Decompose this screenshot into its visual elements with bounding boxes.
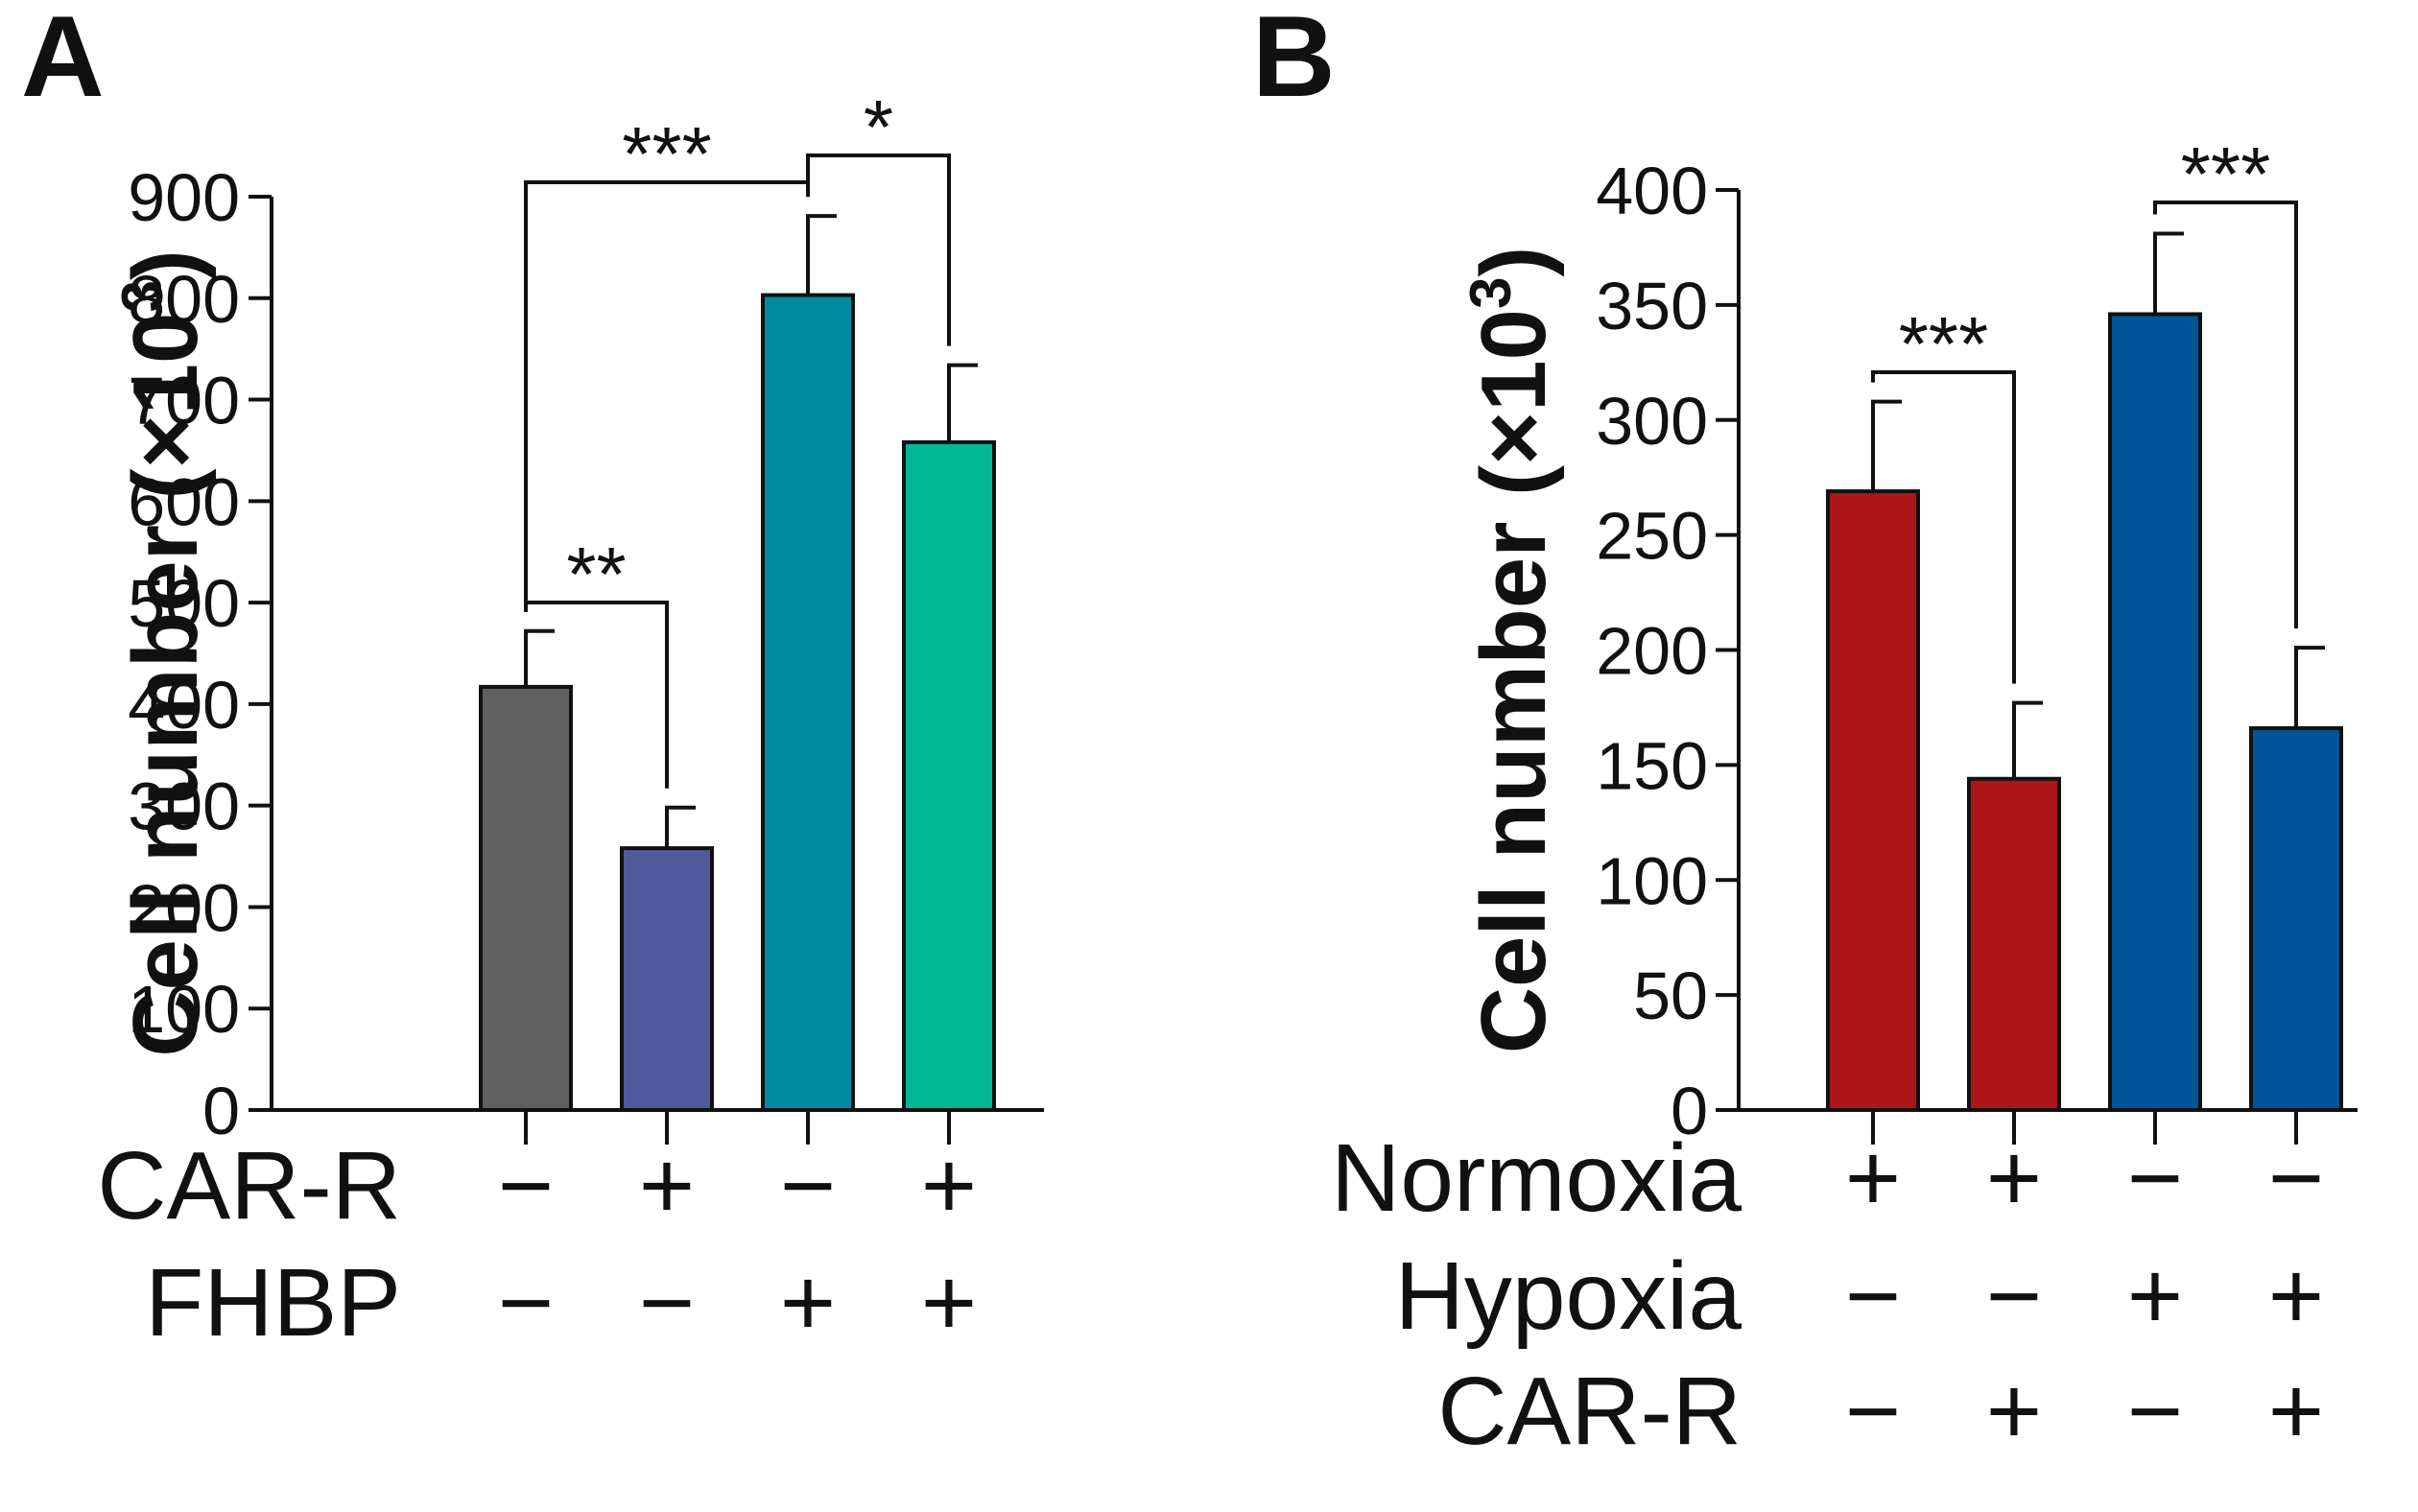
significance-label: ** [566, 532, 626, 617]
condition-symbol: + [1845, 1124, 1901, 1232]
condition-label: FHBP [145, 1249, 401, 1357]
condition-symbol: + [2268, 1358, 2324, 1465]
condition-symbol: + [921, 1249, 977, 1357]
bar [620, 846, 714, 1112]
y-axis-title: Cell number (×103) [1458, 247, 1565, 1054]
condition-symbol: + [1986, 1358, 2042, 1465]
condition-symbol: + [2268, 1242, 2324, 1350]
y-tick-label: 900 [128, 160, 240, 235]
y-tick-label: 150 [1596, 728, 1708, 803]
bar [902, 439, 996, 1112]
y-tick-label: 700 [128, 364, 240, 438]
y-tick-label: 100 [128, 972, 240, 1047]
condition-symbol: − [639, 1249, 695, 1357]
condition-symbol: − [2127, 1358, 2183, 1465]
significance-label: * [864, 84, 893, 170]
y-tick-label: 200 [1596, 614, 1708, 689]
condition-label: CAR-R [97, 1132, 401, 1240]
y-axis-title-close: ) [114, 249, 217, 280]
y-tick-label: 400 [1596, 154, 1708, 228]
condition-symbol: − [1845, 1358, 1901, 1465]
bar [479, 684, 573, 1112]
panel-label: B [1252, 0, 1336, 121]
y-axis-title-superscript: 3 [1458, 277, 1523, 309]
condition-symbol: + [2127, 1242, 2183, 1350]
y-axis-title-close: ) [1462, 247, 1565, 277]
condition-symbol: − [498, 1132, 554, 1240]
bar [1967, 776, 2061, 1112]
significance-label: *** [622, 111, 711, 197]
condition-symbol: + [1986, 1124, 2042, 1232]
bar [1826, 489, 1920, 1112]
condition-symbol: + [780, 1249, 836, 1357]
bar [2249, 726, 2343, 1112]
condition-symbol: − [2127, 1124, 2183, 1232]
y-tick-label: 50 [1633, 958, 1708, 1033]
panel-label: A [21, 0, 105, 121]
y-tick-label: 400 [128, 668, 240, 743]
y-axis-title-superscript: 3 [110, 280, 175, 312]
y-tick-label: 250 [1596, 499, 1708, 574]
y-axis-title: Cell number (×103) [110, 249, 217, 1057]
condition-symbol: − [780, 1132, 836, 1240]
y-tick-label: 100 [1596, 843, 1708, 918]
y-tick-label: 600 [128, 464, 240, 539]
y-axis-title-main: Cell number (×10 [1462, 309, 1565, 1053]
y-tick-label: 350 [1596, 269, 1708, 343]
condition-symbol: − [1845, 1242, 1901, 1350]
condition-symbol: − [498, 1249, 554, 1357]
significance-bracket [806, 154, 951, 346]
condition-symbol: − [1986, 1242, 2042, 1350]
significance-bracket [524, 601, 669, 789]
panel-b: B Cell number (×103) 0 50 100 150 200 250 300 350… [1252, 0, 2358, 1465]
bar [761, 293, 855, 1112]
significance-label: *** [2181, 131, 2270, 217]
y-tick-label: 500 [128, 566, 240, 641]
y-tick-label: 300 [128, 769, 240, 844]
condition-symbol: + [639, 1132, 695, 1240]
condition-symbol: − [2268, 1124, 2324, 1232]
condition-label: CAR-R [1437, 1358, 1742, 1465]
condition-label: Normoxia [1331, 1124, 1742, 1232]
condition-label: Hypoxia [1395, 1242, 1742, 1350]
y-axis-title-main: Cell number (×10 [114, 313, 217, 1057]
significance-bracket [1871, 370, 2016, 684]
panel-a: A Cell number (×103) 0 100 200 300 400 500 600 70… [21, 0, 1044, 1357]
y-tick-label: 300 [1596, 384, 1708, 459]
bar [2108, 312, 2202, 1112]
y-tick-label: 0 [1671, 1074, 1708, 1148]
condition-symbol: + [921, 1132, 977, 1240]
y-tick-label: 200 [128, 870, 240, 945]
significance-label: *** [1899, 301, 1988, 387]
significance-bracket [2153, 201, 2298, 629]
y-tick-label: 800 [128, 262, 240, 337]
y-tick-label: 0 [202, 1074, 240, 1148]
